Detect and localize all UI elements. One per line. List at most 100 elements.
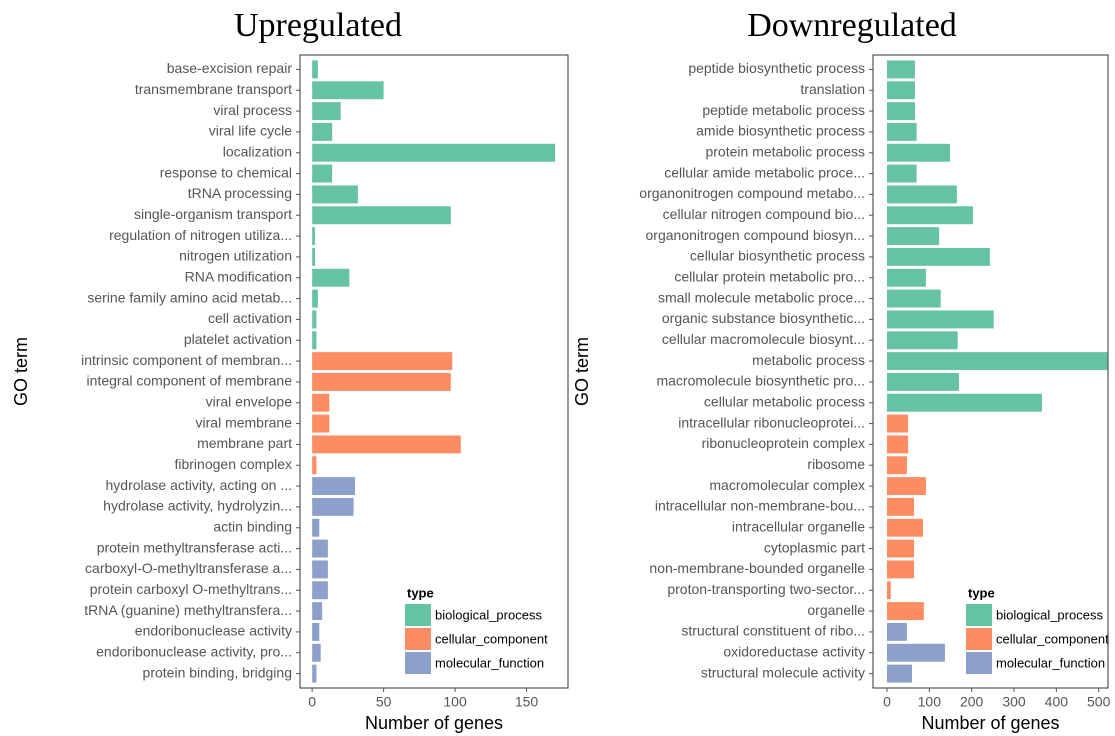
bar <box>312 414 330 433</box>
x-tick-label: 500 <box>1087 694 1111 710</box>
y-tick-label: hydrolase activity, acting on ... <box>106 477 293 493</box>
bar <box>886 414 909 433</box>
y-tick-label: protein methyltransferase acti... <box>97 539 292 555</box>
y-tick-label: tRNA (guanine) methyltransfera... <box>84 602 292 618</box>
y-tick-label: tRNA processing <box>188 185 292 201</box>
legend-key <box>966 652 992 674</box>
y-tick-label: carboxyl-O-methyltransferase a... <box>85 560 292 576</box>
y-tick-label: organelle <box>807 602 865 618</box>
y-tick-label: cell activation <box>208 310 292 326</box>
bar <box>886 310 994 329</box>
x-tick-label: 150 <box>515 694 539 710</box>
y-tick-label: cytoplasmic part <box>764 539 865 555</box>
bar <box>312 372 451 391</box>
bar <box>886 143 951 162</box>
y-tick-label: oxidoreductase activity <box>723 643 865 659</box>
x-tick-label: 100 <box>443 694 467 710</box>
y-tick-label: intracellular organelle <box>732 518 865 534</box>
legend-label: biological_process <box>996 607 1103 622</box>
bar <box>312 310 317 329</box>
y-tick-label: amide biosynthetic process <box>696 123 865 139</box>
legend-key <box>966 604 992 626</box>
bar <box>312 581 328 600</box>
bar <box>312 164 333 183</box>
x-axis-label: Number of genes <box>921 713 1059 733</box>
bar <box>312 393 330 412</box>
y-tick-label: proton-transporting two-sector... <box>667 581 865 597</box>
y-tick-label: endoribonuclease activity, pro... <box>96 643 292 659</box>
chart-title: Upregulated <box>234 7 402 44</box>
x-axis-label: Number of genes <box>365 713 503 733</box>
legend-label: molecular_function <box>996 655 1105 670</box>
legend-label: cellular_component <box>996 631 1109 646</box>
y-tick-label: organonitrogen compound metabo... <box>639 185 865 201</box>
y-tick-label: macromolecular complex <box>709 477 865 493</box>
bar <box>886 497 915 516</box>
bar <box>886 164 917 183</box>
y-tick-label: integral component of membrane <box>87 373 293 389</box>
y-tick-label: endoribonuclease activity <box>135 623 292 639</box>
y-tick-label: peptide metabolic process <box>702 102 865 118</box>
bar <box>886 435 909 454</box>
legend-title: type <box>968 585 995 600</box>
y-tick-label: viral life cycle <box>209 123 292 139</box>
y-tick-label: intrinsic component of membran... <box>81 352 292 368</box>
bar <box>886 518 923 537</box>
bar <box>312 560 328 579</box>
bar <box>886 622 907 641</box>
legend-title: type <box>407 585 434 600</box>
bar <box>312 81 384 100</box>
y-tick-label: ribonucleoprotein complex <box>702 435 865 451</box>
bar <box>312 268 350 287</box>
y-tick-label: metabolic process <box>752 352 865 368</box>
bar <box>886 560 915 579</box>
y-tick-label: non-membrane-bounded organelle <box>649 560 865 576</box>
bar <box>886 477 926 496</box>
y-tick-label: protein metabolic process <box>705 143 865 159</box>
y-tick-label: platelet activation <box>184 331 292 347</box>
bar <box>886 122 917 141</box>
y-tick-label: organonitrogen compound biosyn... <box>646 227 865 243</box>
x-tick-label: 100 <box>918 694 942 710</box>
bar <box>886 352 1108 371</box>
y-tick-label: intracellular non-membrane-bou... <box>655 498 865 514</box>
bar <box>312 602 323 621</box>
y-tick-label: intracellular ribonucleoprotei... <box>678 414 865 430</box>
y-tick-label: localization <box>223 143 292 159</box>
bar <box>312 539 328 558</box>
legend-key <box>405 604 431 626</box>
bar <box>312 122 333 141</box>
y-tick-label: structural constituent of ribo... <box>681 623 865 639</box>
y-tick-label: RNA modification <box>185 268 292 284</box>
y-tick-label: structural molecule activity <box>701 664 865 680</box>
bar <box>886 539 915 558</box>
legend-label: cellular_component <box>435 631 548 646</box>
y-tick-label: viral membrane <box>196 414 293 430</box>
legend-key <box>405 652 431 674</box>
x-tick-label: 50 <box>376 694 392 710</box>
legend-key <box>405 628 431 650</box>
y-tick-label: cellular metabolic process <box>704 393 865 409</box>
bar <box>886 268 926 287</box>
y-tick-label: organic substance biosynthetic... <box>662 310 865 326</box>
y-tick-label: small molecule metabolic proce... <box>658 289 865 305</box>
y-tick-label: viral envelope <box>206 393 293 409</box>
y-tick-label: serine family amino acid metab... <box>87 289 292 305</box>
bar <box>312 185 358 204</box>
bar <box>886 185 957 204</box>
bar <box>886 602 924 621</box>
bar <box>886 60 915 79</box>
y-tick-label: base-excision repair <box>167 60 293 76</box>
bar <box>886 206 973 225</box>
bar <box>886 289 941 308</box>
bar <box>886 227 940 246</box>
bar <box>886 664 912 683</box>
bar <box>312 643 321 662</box>
y-tick-label: protein binding, bridging <box>143 664 292 680</box>
y-tick-label: cellular biosynthetic process <box>690 248 865 264</box>
x-tick-label: 0 <box>308 694 316 710</box>
x-tick-label: 300 <box>1002 694 1026 710</box>
legend-key <box>966 628 992 650</box>
bar <box>886 372 959 391</box>
